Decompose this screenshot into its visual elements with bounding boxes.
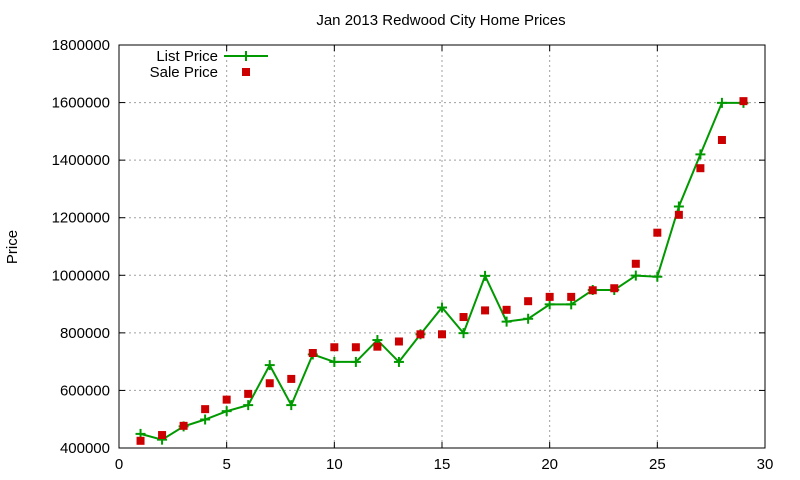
sale-price-point [524, 297, 533, 306]
y-tick-label: 400000 [60, 440, 110, 457]
sale-price-point [545, 292, 554, 301]
list-price-point [221, 406, 232, 417]
sale-price-point [330, 343, 339, 352]
list-price-point [437, 302, 447, 313]
x-tick-label: 0 [115, 456, 123, 473]
list-price-point [523, 313, 534, 324]
x-tick-label: 5 [222, 456, 230, 473]
legend-plus-swatch [241, 51, 251, 61]
sale-price-point [631, 259, 640, 268]
list-price-point [393, 356, 404, 367]
legend-label: Sale Price [150, 64, 218, 81]
list-price-point [350, 356, 361, 367]
sale-price-point [438, 330, 446, 339]
sale-price-point [653, 228, 662, 237]
sale-price-point [244, 389, 253, 398]
x-tick-label: 25 [649, 456, 666, 473]
legend-item: List Price [156, 48, 268, 65]
list-price-point [286, 400, 297, 411]
y-tick-label: 600000 [60, 382, 110, 399]
y-tick-label: 1200000 [52, 210, 110, 227]
list-price-point [480, 270, 491, 281]
y-tick-label: 1000000 [52, 267, 110, 284]
sale-price-point [351, 343, 360, 352]
sale-price-point [158, 431, 167, 440]
chart-title: Jan 2013 Redwood City Home Prices [316, 12, 565, 29]
sale-price-point [717, 135, 726, 144]
sale-price-point [459, 313, 468, 322]
sale-price-point [610, 284, 619, 293]
sale-price-point [287, 374, 296, 383]
list-price-point [544, 299, 555, 310]
x-tick-label: 10 [326, 456, 343, 473]
x-tick-label: 15 [434, 456, 451, 473]
y-axis-label: Price [4, 230, 21, 264]
axis-ticks: 0 5 10 15 20 25 30 400000 600000 800000 1000000 120… [52, 37, 774, 473]
list-price-point [566, 299, 577, 310]
sale-price-point [416, 330, 425, 339]
list-price-point [200, 414, 211, 425]
sale-price-point [265, 379, 274, 388]
sale-price-point [394, 337, 403, 346]
list-price-point [243, 400, 254, 411]
list-price-point [652, 271, 663, 282]
legend-item: Sale Price [150, 64, 250, 81]
list-price-point [458, 328, 469, 339]
y-tick-label: 1400000 [52, 152, 110, 169]
sale-price-point [696, 164, 705, 173]
list-price-point [501, 316, 512, 327]
sale-price-point [674, 210, 683, 219]
list-price-point [630, 270, 641, 281]
series-layer [135, 97, 749, 445]
sale-price-point [373, 342, 382, 351]
list-price-point [673, 201, 684, 212]
series-sale-price [136, 97, 748, 445]
y-tick-label: 1600000 [52, 95, 110, 112]
series-list-price [135, 97, 749, 445]
sale-price-point [502, 305, 511, 314]
y-tick-label: 800000 [60, 325, 110, 342]
sale-price-point [481, 306, 490, 315]
x-tick-label: 20 [541, 456, 558, 473]
x-tick-label: 30 [757, 456, 774, 473]
list-price-point [716, 97, 727, 108]
y-tick-label: 1800000 [52, 37, 110, 54]
sale-price-point [588, 286, 597, 295]
list-price-point [329, 356, 340, 367]
sale-price-point [201, 405, 210, 414]
list-price-point [695, 149, 706, 160]
sale-price-point [567, 292, 576, 301]
legend-label: List Price [156, 48, 218, 65]
list-price-point [264, 360, 275, 371]
sale-price-point [739, 97, 748, 106]
legend-square-swatch [242, 68, 250, 76]
grid-lines [119, 45, 765, 448]
sale-price-point [222, 395, 231, 404]
sale-price-point [179, 421, 188, 430]
sale-price-point [308, 349, 317, 358]
sale-price-point [136, 436, 145, 445]
